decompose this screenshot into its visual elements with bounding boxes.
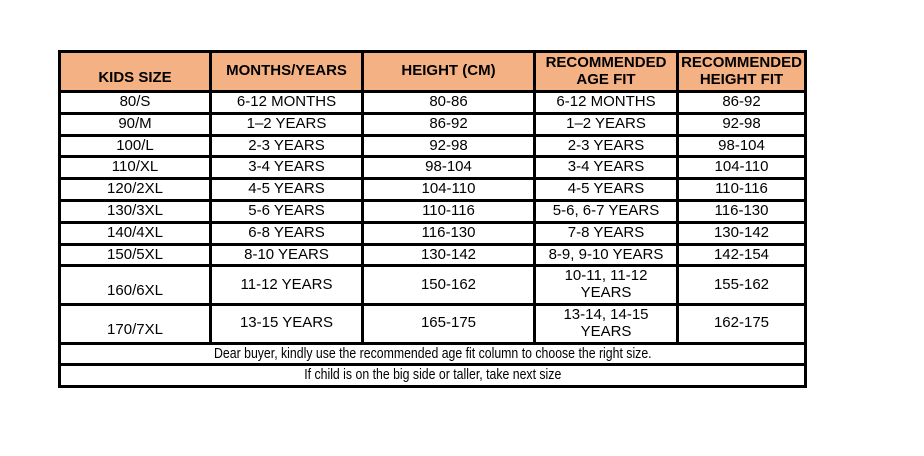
cell-height-fit: 104-110	[676, 155, 807, 181]
note-text: If child is on the big side or taller, t…	[303, 366, 562, 384]
cell-months-years: 3-4 YEARS	[209, 155, 364, 181]
cell-height-cm: 80-86	[361, 90, 536, 115]
cell-height-fit: 142-154	[676, 242, 807, 268]
cell-age-fit: 6-12 MONTHS	[533, 90, 679, 115]
cell-age-fit: 3-4 YEARS	[533, 155, 679, 181]
cell-months-years: 6-12 MONTHS	[209, 90, 364, 115]
note-cell: Dear buyer, kindly use the recommended a…	[58, 341, 807, 367]
cell-kids-size: 170/7XL	[58, 302, 212, 345]
cell-height-cm: 104-110	[361, 177, 536, 202]
table-row: 150/5XL 8-10 YEARS 130-142 8-9, 9-10 YEA…	[58, 242, 807, 268]
cell-height-cm: 92-98	[361, 133, 536, 159]
cell-age-fit: 1–2 YEARS	[533, 111, 679, 137]
table-row: 90/M 1–2 YEARS 86-92 1–2 YEARS 92-98	[58, 111, 807, 137]
cell-kids-size: 80/S	[58, 90, 212, 115]
table-row: 120/2XL 4-5 YEARS 104-110 4-5 YEARS 110-…	[58, 177, 807, 202]
cell-kids-size: 90/M	[58, 111, 212, 137]
cell-months-years: 6-8 YEARS	[209, 220, 364, 246]
cell-age-fit: 4-5 YEARS	[533, 177, 679, 202]
table-row: 170/7XL 13-15 YEARS 165-175 13-14, 14-15…	[58, 302, 807, 345]
size-chart-table: KIDS SIZE MONTHS/YEARS HEIGHT (CM) RECOM…	[58, 50, 807, 389]
cell-age-fit: 13-14, 14-15 YEARS	[533, 302, 679, 345]
table-row: 110/XL 3-4 YEARS 98-104 3-4 YEARS 104-11…	[58, 155, 807, 181]
table-row: 160/6XL 11-12 YEARS 150-162 10-11, 11-12…	[58, 264, 807, 306]
column-header-months-years: MONTHS/YEARS	[209, 50, 364, 93]
cell-months-years: 2-3 YEARS	[209, 133, 364, 159]
cell-height-cm: 110-116	[361, 198, 536, 224]
cell-age-fit: 10-11, 11-12 YEARS	[533, 264, 679, 306]
cell-height-cm: 98-104	[361, 155, 536, 181]
cell-height-fit: 98-104	[676, 133, 807, 159]
cell-months-years: 1–2 YEARS	[209, 111, 364, 137]
cell-kids-size: 100/L	[58, 133, 212, 159]
cell-height-fit: 110-116	[676, 177, 807, 202]
column-header-recommended-height-fit: RECOMMENDED HEIGHT FIT	[676, 50, 807, 93]
note-text: Dear buyer, kindly use the recommended a…	[213, 344, 652, 362]
table-row: 130/3XL 5-6 YEARS 110-116 5-6, 6-7 YEARS…	[58, 198, 807, 224]
cell-kids-size: 160/6XL	[58, 264, 212, 306]
cell-height-fit: 92-98	[676, 111, 807, 137]
cell-kids-size: 130/3XL	[58, 198, 212, 224]
cell-height-cm: 130-142	[361, 242, 536, 268]
cell-kids-size: 110/XL	[58, 155, 212, 181]
cell-age-fit: 7-8 YEARS	[533, 220, 679, 246]
cell-height-fit: 116-130	[676, 198, 807, 224]
cell-age-fit: 8-9, 9-10 YEARS	[533, 242, 679, 268]
note-row: Dear buyer, kindly use the recommended a…	[58, 341, 807, 367]
table-row: 80/S 6-12 MONTHS 80-86 6-12 MONTHS 86-92	[58, 90, 807, 115]
cell-height-cm: 116-130	[361, 220, 536, 246]
table-row: 140/4XL 6-8 YEARS 116-130 7-8 YEARS 130-…	[58, 220, 807, 246]
cell-age-fit: 5-6, 6-7 YEARS	[533, 198, 679, 224]
note-cell: If child is on the big side or taller, t…	[58, 363, 807, 389]
cell-months-years: 13-15 YEARS	[209, 302, 364, 345]
note-row: If child is on the big side or taller, t…	[58, 363, 807, 389]
cell-months-years: 8-10 YEARS	[209, 242, 364, 268]
cell-months-years: 4-5 YEARS	[209, 177, 364, 202]
cell-height-fit: 130-142	[676, 220, 807, 246]
cell-height-cm: 86-92	[361, 111, 536, 137]
cell-kids-size: 120/2XL	[58, 177, 212, 202]
cell-age-fit: 2-3 YEARS	[533, 133, 679, 159]
column-header-recommended-age-fit: RECOMMENDED AGE FIT	[533, 50, 679, 93]
cell-height-cm: 150-162	[361, 264, 536, 306]
column-header-kids-size: KIDS SIZE	[58, 50, 212, 93]
cell-height-fit: 86-92	[676, 90, 807, 115]
cell-height-fit: 155-162	[676, 264, 807, 306]
cell-height-fit: 162-175	[676, 302, 807, 345]
cell-months-years: 5-6 YEARS	[209, 198, 364, 224]
cell-height-cm: 165-175	[361, 302, 536, 345]
cell-kids-size: 140/4XL	[58, 220, 212, 246]
column-header-height-cm: HEIGHT (CM)	[361, 50, 536, 93]
header-row: KIDS SIZE MONTHS/YEARS HEIGHT (CM) RECOM…	[58, 50, 807, 93]
cell-months-years: 11-12 YEARS	[209, 264, 364, 306]
table-row: 100/L 2-3 YEARS 92-98 2-3 YEARS 98-104	[58, 133, 807, 159]
cell-kids-size: 150/5XL	[58, 242, 212, 268]
